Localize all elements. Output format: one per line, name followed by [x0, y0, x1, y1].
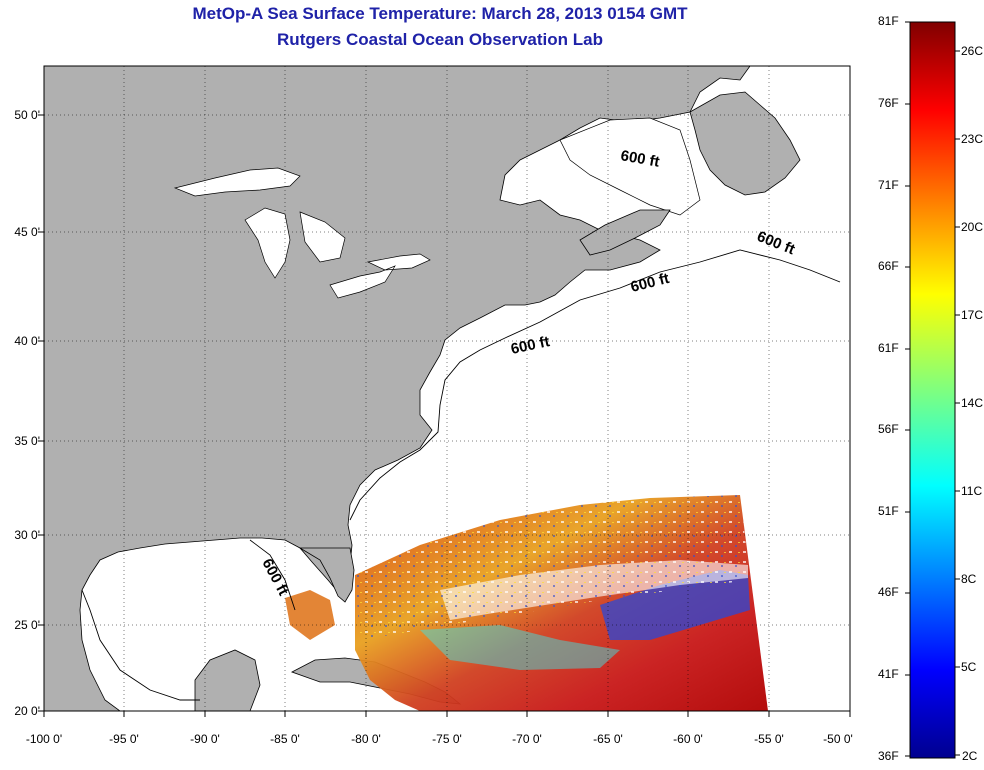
colorbar-f-66: 66F	[878, 259, 899, 273]
colorbar-f-76: 76F	[878, 96, 899, 110]
colorbar-c-2: 2C	[962, 749, 978, 763]
gulf-warm-patch	[285, 590, 335, 640]
colorbar-ticks	[905, 21, 960, 757]
north-america-land	[44, 66, 751, 711]
contour-label-stlawrence: 600 ft	[619, 147, 661, 171]
lon-tick-55: -55 0'	[754, 732, 784, 746]
colorbar-c-23: 23C	[961, 132, 984, 146]
map-subtitle: Rutgers Coastal Ocean Observation Lab	[277, 30, 603, 49]
sst-swath-cyan-band	[420, 625, 620, 670]
colorbar-c-14: 14C	[961, 396, 984, 410]
colorbar-c-17: 17C	[961, 308, 984, 322]
colorbar-c-20: 20C	[961, 220, 984, 234]
colorbar-f-51: 51F	[878, 504, 899, 518]
colorbar-f-46: 46F	[878, 585, 899, 599]
colorbar-c-26: 26C	[961, 44, 984, 58]
colorbar-f-71: 71F	[878, 178, 899, 192]
lat-tick-30: 30 0'	[14, 528, 40, 542]
newfoundland	[689, 91, 801, 196]
colorbar-f-61: 61F	[878, 341, 899, 355]
colorbar-c-8: 8C	[961, 572, 977, 586]
lon-tick-80: -80 0'	[351, 732, 381, 746]
map-title: MetOp-A Sea Surface Temperature: March 2…	[192, 4, 688, 23]
lat-tick-40: 40 0'	[14, 334, 40, 348]
lat-tick-35: 35 0'	[14, 434, 40, 448]
lon-tick-100: -100 0'	[25, 732, 63, 746]
florida	[298, 547, 355, 603]
lon-tick-90: -90 0'	[190, 732, 220, 746]
lon-tick-60: -60 0'	[673, 732, 703, 746]
colorbar-f-56: 56F	[878, 422, 899, 436]
lon-tick-70: -70 0'	[512, 732, 542, 746]
lat-tick-50: 50 0'	[14, 108, 40, 122]
yucatan	[194, 649, 261, 711]
sst-swath-cool-band	[600, 570, 750, 640]
nova-scotia	[579, 209, 671, 256]
colorbar-gradient	[909, 21, 956, 759]
lon-tick-85: -85 0'	[270, 732, 300, 746]
lon-tick-65: -65 0'	[593, 732, 623, 746]
lat-tick-20: 20 0'	[14, 704, 40, 718]
colorbar-f-36: 36F	[878, 749, 899, 763]
lat-tick-25: 25 0'	[14, 618, 40, 632]
colorbar-c-5: 5C	[961, 660, 977, 674]
lon-tick-50: -50 0'	[823, 732, 853, 746]
gulf-st-lawrence	[559, 117, 701, 216]
sst-swath-texture	[355, 495, 750, 640]
colorbar-f-41: 41F	[878, 667, 899, 681]
colorbar-f-81: 81F	[878, 14, 899, 28]
colorbar-c-11: 11C	[961, 484, 983, 498]
lat-tick-45: 45 0'	[14, 225, 40, 239]
lon-tick-75: -75 0'	[432, 732, 462, 746]
600ft-contour	[81, 249, 841, 701]
frame-ticks	[38, 114, 851, 717]
lon-tick-95: -95 0'	[109, 732, 139, 746]
